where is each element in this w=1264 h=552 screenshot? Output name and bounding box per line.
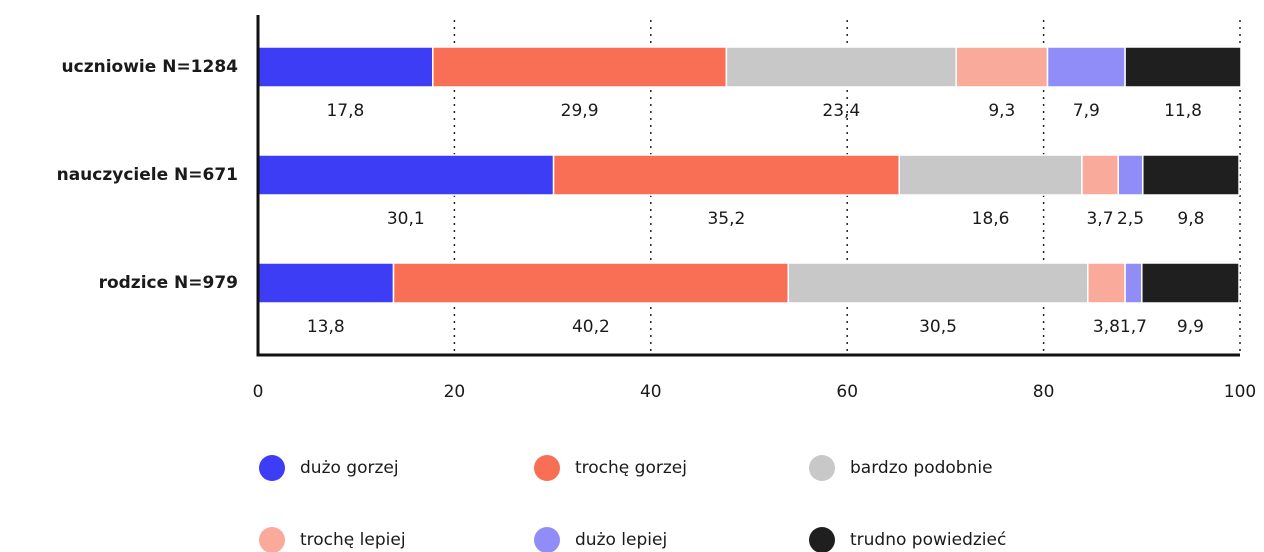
category-label: uczniowie N=1284 <box>62 57 239 77</box>
category-label: nauczyciele N=671 <box>57 165 238 185</box>
bar-segment <box>432 46 728 88</box>
bar-segment <box>1124 46 1242 88</box>
bar-segment <box>392 262 790 304</box>
bar-segment <box>1046 46 1126 88</box>
value-label: 13,8 <box>307 317 345 337</box>
value-label: 17,8 <box>326 101 364 121</box>
value-label: 29,9 <box>561 101 599 121</box>
bar-segment <box>1087 262 1126 304</box>
value-label: 30,1 <box>387 209 425 229</box>
value-label: 30,5 <box>919 317 957 337</box>
bar-segment <box>725 46 957 88</box>
bar-segment <box>257 262 395 304</box>
value-label: 1,7 <box>1120 317 1147 337</box>
bar-segment <box>787 262 1089 304</box>
legend-swatch <box>259 527 285 552</box>
value-label: 3,8 <box>1093 317 1120 337</box>
bar-segment <box>1141 262 1240 304</box>
x-tick-label: 80 <box>1033 382 1055 402</box>
bar-segment <box>955 46 1049 88</box>
value-label: 9,8 <box>1177 209 1204 229</box>
bar-segment <box>257 154 555 196</box>
x-tick-label: 60 <box>836 382 858 402</box>
legend-swatch <box>534 527 560 552</box>
legend-label: bardzo podobnie <box>850 458 993 478</box>
bar-segment <box>257 46 434 88</box>
bar-segment <box>1142 154 1240 196</box>
value-label: 40,2 <box>572 317 610 337</box>
legend-label: dużo gorzej <box>300 458 399 478</box>
value-label: 7,9 <box>1073 101 1100 121</box>
value-label: 9,9 <box>1177 317 1204 337</box>
bar-segment <box>1124 262 1143 304</box>
x-tick-label: 0 <box>253 382 264 402</box>
legend-swatch <box>809 527 835 552</box>
legend-label: dużo lepiej <box>575 530 667 550</box>
category-label: rodzice N=979 <box>99 273 238 293</box>
legend-label: trochę lepiej <box>300 530 406 550</box>
x-tick-label: 20 <box>444 382 466 402</box>
x-tick-label: 40 <box>640 382 662 402</box>
value-label: 11,8 <box>1164 101 1202 121</box>
bar-segment <box>1117 154 1144 196</box>
x-tick-label: 100 <box>1224 382 1256 402</box>
value-label: 23,4 <box>822 101 860 121</box>
legend-label: trudno powiedzieć <box>850 530 1006 550</box>
bar-segment <box>898 154 1083 196</box>
value-label: 9,3 <box>988 101 1015 121</box>
bar-segment <box>1081 154 1119 196</box>
legend-swatch <box>259 455 285 481</box>
value-label: 3,7 <box>1087 209 1114 229</box>
legend-swatch <box>809 455 835 481</box>
legend-swatch <box>534 455 560 481</box>
value-label: 2,5 <box>1117 209 1144 229</box>
value-label: 18,6 <box>972 209 1010 229</box>
value-label: 35,2 <box>707 209 745 229</box>
legend-label: trochę gorzej <box>575 458 687 478</box>
bar-segment <box>552 154 900 196</box>
